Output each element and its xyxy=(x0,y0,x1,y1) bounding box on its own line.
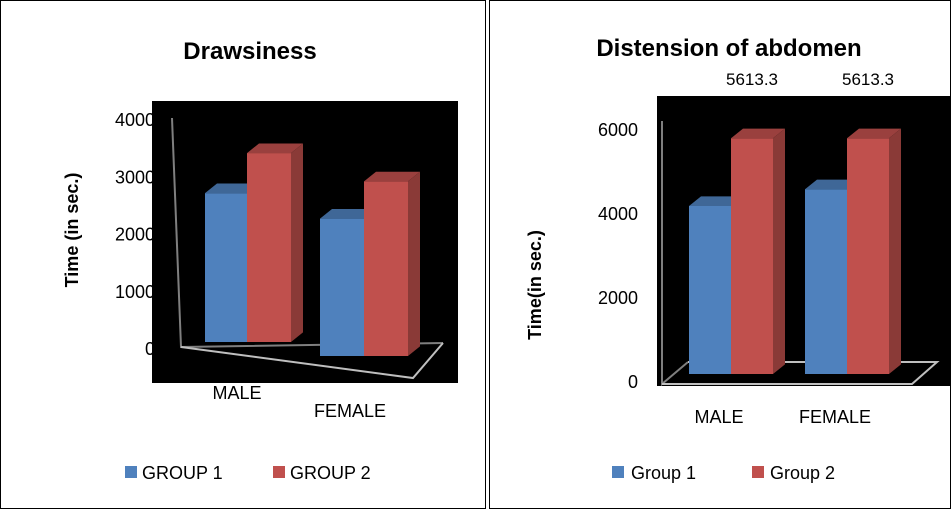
bar-top xyxy=(320,209,376,219)
bar-front xyxy=(847,138,889,374)
chart-title: Drawsiness xyxy=(183,38,316,65)
chart-distension: Distension of abdomen 5613.3 5613.3 Time… xyxy=(525,35,950,483)
bar-top xyxy=(731,128,785,139)
y-tick-labels: 6000 4000 2000 0 xyxy=(598,120,638,392)
y-tick-label: 1000 xyxy=(115,282,155,302)
bar-front xyxy=(731,138,773,374)
y-tick-label: 6000 xyxy=(598,120,638,140)
bar-top xyxy=(364,171,420,182)
bar-front xyxy=(364,181,408,356)
legend-label-group-1: GROUP 1 xyxy=(142,463,223,483)
bar-female-group-2 xyxy=(847,128,901,374)
y-tick-labels: 4000 3000 2000 1000 0 xyxy=(115,110,155,359)
y-axis-label: Time (in sec.) xyxy=(62,173,82,288)
bar-group xyxy=(689,128,901,374)
bar-side xyxy=(291,143,303,342)
bar-side xyxy=(408,171,420,356)
y-axis-label: Time(in sec.) xyxy=(525,230,545,340)
chart-drawsiness: Drawsiness Time (in sec.) 4000 3000 2000 10… xyxy=(62,38,458,483)
x-tick-label-female: FEMALE xyxy=(314,401,386,421)
legend-swatch-group-2 xyxy=(273,466,285,478)
bar-group xyxy=(205,143,420,356)
y-tick-label: 2000 xyxy=(598,288,638,308)
y-tick-label: 0 xyxy=(628,372,638,392)
legend-swatch-group-1 xyxy=(125,466,137,478)
legend: GROUP 1 GROUP 2 xyxy=(125,463,371,483)
chart-title: Distension of abdomen xyxy=(596,35,861,62)
y-tick-label: 0 xyxy=(145,339,155,359)
legend: Group 1 Group 2 xyxy=(612,463,835,483)
bar-top xyxy=(847,128,901,139)
legend-label-group-2: Group 2 xyxy=(770,463,835,483)
bar-front xyxy=(805,189,847,374)
legend-swatch-group-2 xyxy=(752,466,764,478)
legend-label-group-1: Group 1 xyxy=(631,463,696,483)
bar-front xyxy=(320,218,364,356)
data-label-female-group-2: 5613.3 xyxy=(842,70,894,89)
bar-top xyxy=(247,143,303,154)
y-tick-label: 4000 xyxy=(115,110,155,130)
x-tick-label-male: MALE xyxy=(212,383,261,403)
bar-front xyxy=(247,153,291,342)
bar-side xyxy=(773,128,785,374)
legend-label-group-2: GROUP 2 xyxy=(290,463,371,483)
bar-top xyxy=(689,196,743,206)
bar-front xyxy=(689,206,731,374)
bar-side xyxy=(889,128,901,374)
bar-male-group-2 xyxy=(247,143,303,342)
x-tick-label-male: MALE xyxy=(694,407,743,427)
legend-swatch-group-1 xyxy=(612,466,624,478)
floor-line xyxy=(180,342,444,380)
y-tick-label: 3000 xyxy=(115,167,155,187)
y-tick-label: 4000 xyxy=(598,204,638,224)
bar-female-group-2 xyxy=(364,171,420,356)
bar-top xyxy=(805,179,859,190)
x-tick-label-female: FEMALE xyxy=(799,407,871,427)
bar-front xyxy=(205,193,249,342)
bar-male-group-2 xyxy=(731,128,785,374)
y-tick-label: 2000 xyxy=(115,225,155,245)
data-label-male-group-2: 5613.3 xyxy=(726,70,778,89)
